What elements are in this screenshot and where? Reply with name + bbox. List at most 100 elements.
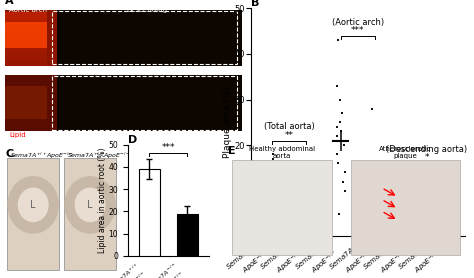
FancyBboxPatch shape	[64, 158, 116, 270]
Text: $\it{Sema7A}$$^{+/+}$$\it{ApoE}$$^{-/-}$: $\it{Sema7A}$$^{+/+}$$\it{ApoE}$$^{-/-}$	[10, 151, 74, 162]
Circle shape	[18, 188, 48, 222]
Point	[265, 193, 273, 197]
Point	[299, 193, 307, 197]
Point	[405, 220, 412, 225]
Point	[439, 220, 447, 225]
Point	[265, 216, 273, 220]
FancyBboxPatch shape	[5, 46, 47, 52]
Point	[304, 207, 311, 211]
Point	[370, 207, 378, 211]
Point	[268, 207, 275, 211]
Text: L: L	[30, 200, 36, 210]
Point	[269, 152, 276, 157]
FancyBboxPatch shape	[5, 75, 242, 131]
Point	[272, 175, 279, 179]
Point	[405, 207, 412, 211]
Point	[271, 198, 278, 202]
Point	[298, 198, 306, 202]
Y-axis label: Lipid area in aortic root (%): Lipid area in aortic root (%)	[98, 147, 107, 253]
Point	[266, 170, 273, 175]
Point	[265, 179, 273, 184]
Text: ***: ***	[181, 236, 194, 245]
Text: Atherosclerotic
plaque: Atherosclerotic plaque	[379, 146, 431, 159]
FancyBboxPatch shape	[5, 52, 47, 59]
Point	[305, 216, 312, 220]
Point	[334, 152, 341, 157]
Point	[302, 225, 310, 229]
Circle shape	[8, 177, 58, 233]
Point	[333, 84, 340, 88]
Point	[301, 211, 308, 216]
Y-axis label: Plaque area (%): Plaque area (%)	[223, 86, 232, 158]
Point	[440, 211, 447, 216]
Point	[443, 230, 451, 234]
Point	[300, 220, 307, 225]
Point	[375, 175, 383, 179]
Point	[406, 188, 414, 193]
Point	[272, 211, 279, 216]
Point	[341, 188, 348, 193]
Point	[336, 120, 343, 125]
Text: D: D	[128, 135, 137, 145]
Point	[266, 161, 274, 166]
Point	[336, 97, 344, 102]
FancyBboxPatch shape	[5, 32, 47, 39]
Point	[370, 202, 378, 207]
Point	[265, 225, 273, 229]
Circle shape	[65, 177, 115, 233]
Point	[372, 198, 380, 202]
Text: ***: ***	[162, 143, 175, 152]
Point	[371, 184, 379, 188]
FancyBboxPatch shape	[5, 19, 47, 26]
Point	[268, 198, 276, 202]
Text: *: *	[424, 153, 429, 162]
Point	[405, 193, 412, 197]
Point	[406, 207, 413, 211]
Text: E: E	[228, 146, 235, 156]
Point	[370, 193, 378, 197]
Point	[338, 111, 346, 115]
Point	[437, 223, 445, 227]
Point	[334, 161, 342, 166]
Text: Lipid: Lipid	[9, 132, 26, 138]
Point	[298, 207, 306, 211]
Text: Healthy abdominal
aorta: Healthy abdominal aorta	[249, 146, 315, 159]
Text: (Descending aorta): (Descending aorta)	[386, 145, 467, 154]
FancyBboxPatch shape	[5, 75, 57, 131]
Text: **: **	[284, 131, 293, 140]
Point	[306, 220, 313, 225]
FancyBboxPatch shape	[5, 22, 47, 48]
Point	[368, 216, 375, 220]
Point	[333, 125, 341, 129]
Point	[341, 170, 349, 175]
FancyBboxPatch shape	[5, 39, 47, 46]
Text: Descending: Descending	[127, 7, 167, 13]
FancyBboxPatch shape	[5, 26, 47, 32]
Point	[402, 202, 410, 207]
Point	[304, 230, 311, 234]
Point	[406, 216, 414, 220]
Point	[374, 225, 382, 229]
Point	[305, 202, 312, 207]
Point	[306, 202, 313, 207]
Text: (Aortic arch): (Aortic arch)	[332, 18, 384, 27]
FancyBboxPatch shape	[5, 9, 57, 66]
Point	[440, 216, 447, 220]
Circle shape	[75, 188, 105, 222]
Point	[304, 216, 311, 220]
Text: (Total aorta): (Total aorta)	[264, 122, 314, 131]
Point	[404, 220, 411, 225]
Text: $\it{Sema7A}$$^{+/-}$$\it{ApoE}$$^{-/-}$: $\it{Sema7A}$$^{+/-}$$\it{ApoE}$$^{-/-}$	[67, 151, 131, 162]
FancyBboxPatch shape	[351, 160, 460, 255]
Point	[371, 170, 378, 175]
Point	[307, 211, 314, 216]
Point	[301, 188, 308, 193]
Point	[269, 202, 277, 207]
Point	[374, 211, 381, 216]
Text: ***: ***	[351, 26, 365, 35]
Text: C: C	[6, 149, 14, 159]
Text: L: L	[87, 200, 93, 210]
Point	[368, 106, 375, 111]
Point	[337, 129, 345, 134]
FancyBboxPatch shape	[5, 12, 47, 19]
